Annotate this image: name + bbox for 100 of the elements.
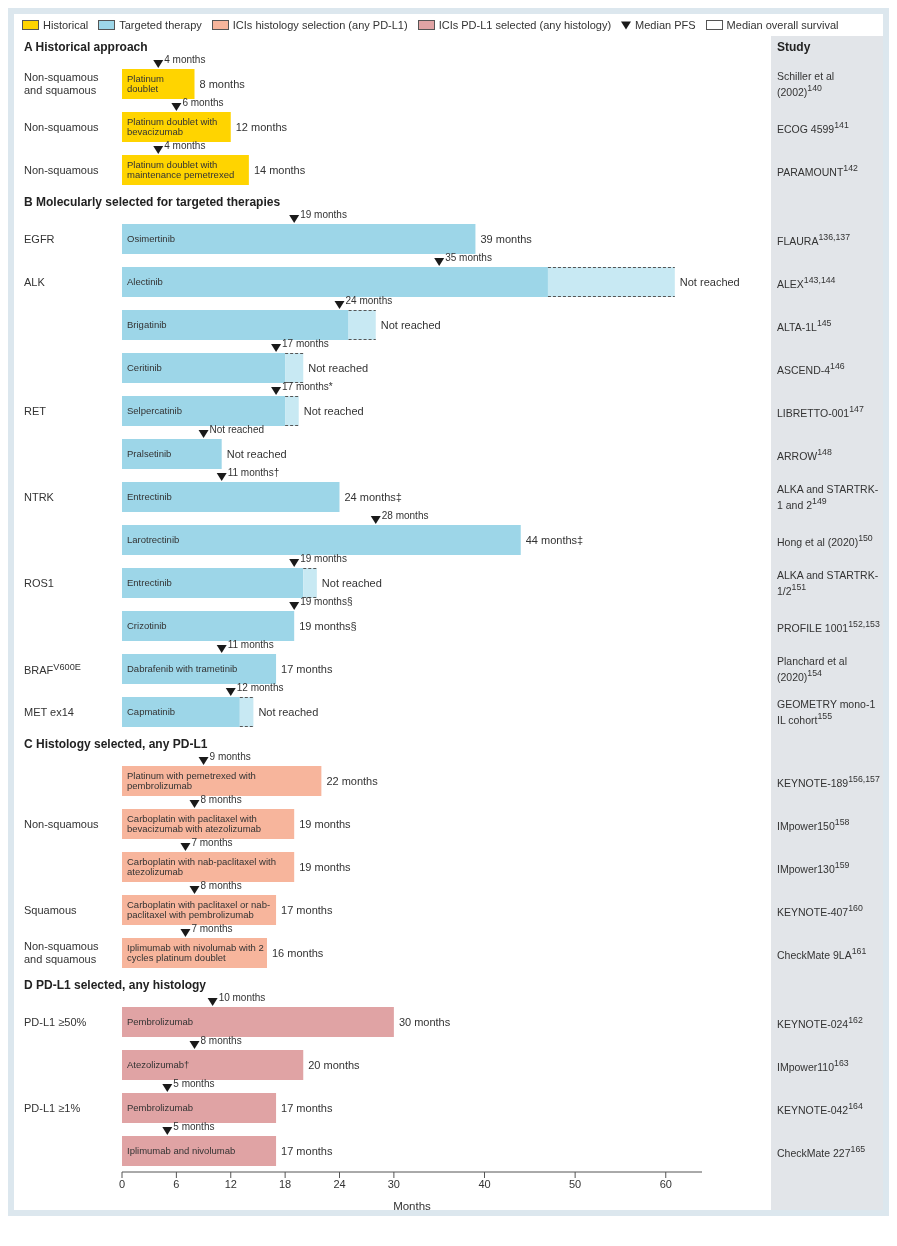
text: Non-squamous <box>24 163 100 176</box>
data-label: 12 months <box>236 682 284 693</box>
text: GEOMETRY mono-1 IL cohort$^{155}$ <box>777 697 877 726</box>
legend-label: Targeted therapy <box>119 19 202 31</box>
data-label: 22 months <box>326 774 379 787</box>
text: ALTA-1L$^{145}$ <box>777 316 833 333</box>
x-axis-title: Months <box>393 1200 432 1212</box>
y-tick-label: Pembrolizumab <box>127 1101 194 1113</box>
text: ARROW$^{148}$ <box>777 445 833 462</box>
legend-label: Median overall survival <box>726 19 839 31</box>
data-label: Not reached <box>258 705 319 718</box>
data-label: 17 months* <box>282 381 333 392</box>
y-tick-label: Selpercatinib <box>127 404 183 416</box>
annotation: C Histology selected, any PD-L1 <box>24 737 208 751</box>
x-tick-label: 0 <box>118 1177 126 1190</box>
text: ASCEND-4$^{146}$ <box>777 359 846 376</box>
data-label: 14 months <box>253 163 306 176</box>
data-label: 16 months <box>272 946 324 959</box>
data-label: 8 months <box>199 77 246 90</box>
text: Non-squamous <box>24 120 100 133</box>
text: Planchard et al (2020)$^{154}$ <box>777 654 849 683</box>
text: IMpower110$^{163}$ <box>777 1056 850 1073</box>
data-label: 19 months <box>300 553 347 564</box>
y-tick-label: Crizotinib <box>127 619 168 631</box>
data-label: 19 months§ <box>300 596 353 607</box>
data-label: 44 months‡ <box>525 533 584 546</box>
y-tick-label: Iplimumab with nivolumab with 2 cycles platinum doublet <box>127 941 264 963</box>
x-tick-label: 30 <box>387 1177 400 1190</box>
y-tick-label: Entrectinib <box>127 576 173 588</box>
text: CheckMate 227$^{165}$ <box>777 1142 867 1159</box>
y-tick-label: Alectinib <box>127 275 164 287</box>
data-label: 9 months <box>209 751 251 762</box>
data-label: 17 months <box>281 1101 333 1114</box>
data-label: Not reached <box>679 275 740 288</box>
annotation: D PD-L1 selected, any histology <box>24 978 207 992</box>
text: KEYNOTE-407$^{160}$ <box>777 901 864 918</box>
text: PROFILE 1001$^{152,153}$ <box>777 617 880 634</box>
y-tick-label: Iplimumab and nivolumab <box>127 1144 237 1156</box>
data-label: 35 months <box>445 252 492 263</box>
text: BRAF$^{V600E}$ <box>24 660 82 677</box>
legend-label: Historical <box>43 19 89 31</box>
text: KEYNOTE-042$^{164}$ <box>777 1099 864 1116</box>
annotation: B Molecularly selected for targeted therapies <box>24 195 281 209</box>
data-label: 4 months <box>164 140 206 151</box>
data-label: 19 months <box>299 817 352 830</box>
data-label: 39 months <box>480 232 533 245</box>
text: PD-L1 ≥1% <box>24 1101 82 1114</box>
data-label: 11 months† <box>227 467 280 478</box>
y-tick-label: Brigatinib <box>127 318 168 330</box>
y-tick-label: Platinum doublet with maintenance pemetrexed <box>127 158 236 180</box>
data-label: 10 months <box>218 992 266 1003</box>
data-label: Not reached <box>380 318 441 331</box>
text: Schiller et al (2002)$^{140}$ <box>777 69 836 98</box>
text: KEYNOTE-189$^{156,157}$ <box>777 772 880 789</box>
data-label: 8 months <box>200 880 242 891</box>
text: LIBRETTO-001$^{147}$ <box>777 402 865 419</box>
data-label: 24 months‡ <box>344 490 402 503</box>
data-label: Not reached <box>308 361 369 374</box>
text: NTRK <box>24 490 55 503</box>
y-tick-label: Entrectinib <box>127 490 173 502</box>
y-tick-label: Pembrolizumab <box>127 1015 194 1027</box>
text: Hong et al (2020)$^{150}$ <box>777 531 874 548</box>
data-label: 17 months <box>282 338 329 349</box>
legend-label: ICIs histology selection (any PD-L1) <box>232 19 408 31</box>
data-label: 19 months§ <box>299 619 357 632</box>
data-label: 4 months <box>164 54 206 65</box>
y-tick-label: Dabrafenib with trametinib <box>127 662 239 674</box>
y-tick-label: Platinum doublet with bevacizumab <box>127 115 219 137</box>
y-tick-label: Carboplatin with paclitaxel or nab-paclitaxel with pembrolizumab <box>127 898 272 920</box>
data-label: 20 months <box>308 1058 361 1071</box>
y-tick-label: Ceritinib <box>127 361 163 373</box>
data-label: 8 months <box>200 1035 242 1046</box>
data-label: 19 months <box>300 209 347 220</box>
text: Non-squamous and squamous <box>24 70 100 97</box>
text: A Historical approach <box>24 40 148 54</box>
text: Non-squamous <box>24 817 100 830</box>
y-tick-label: Larotrectinib <box>127 533 181 545</box>
data-label: 24 months <box>345 295 393 306</box>
data-label: 30 months <box>398 1015 451 1028</box>
text: IMpower130$^{159}$ <box>777 858 851 875</box>
y-tick-label: Platinum doublet <box>127 72 165 94</box>
legend-label: ICIs PD-L1 selected (any histology) <box>438 19 612 31</box>
data-label: 17 months <box>281 662 333 675</box>
text: KEYNOTE-024$^{162}$ <box>777 1013 864 1030</box>
text: ALKA and STARTRK-1/2$^{151}$ <box>777 568 880 597</box>
text: FLAURA$^{136,137}$ <box>777 230 852 247</box>
text: Study <box>776 39 812 56</box>
data-label: 11 months <box>227 639 274 650</box>
text: ECOG 4599$^{141}$ <box>777 118 850 135</box>
y-tick-label: Capmatinib <box>127 705 177 717</box>
data-label: 12 months <box>235 120 288 133</box>
data-label: 17 months <box>281 903 333 916</box>
data-label: Not reached <box>209 424 265 435</box>
y-tick-label: Platinum with pemetrexed with pembrolizumab <box>127 769 257 791</box>
y-tick-label: Pralsetinib <box>127 447 173 459</box>
text: Squamous <box>24 903 78 916</box>
data-label: Not reached <box>321 576 382 589</box>
x-tick-label: 50 <box>569 1177 582 1190</box>
text: EGFR <box>24 232 56 245</box>
data-label: 5 months <box>173 1121 215 1132</box>
